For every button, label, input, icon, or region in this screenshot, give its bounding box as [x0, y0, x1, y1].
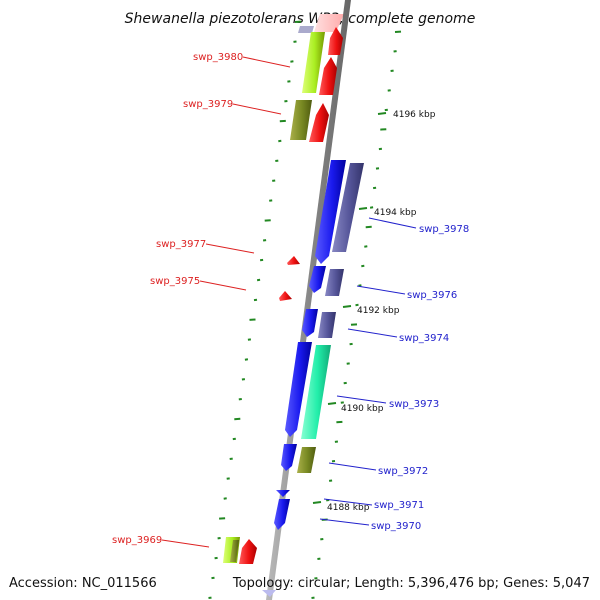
- tick-guides: [208, 20, 402, 599]
- cog-olive-gene: [290, 100, 312, 140]
- ruler: 4196 kbp 4194 kbp 4192 kbp 4190 kbp 4188…: [312, 110, 436, 513]
- ruler-tick: [342, 305, 352, 308]
- label-leader: [161, 539, 210, 548]
- cog-olive-gene: [230, 540, 239, 562]
- reverse-gene-arrow: [309, 266, 326, 293]
- gene-label-left[interactable]: swp_3969: [112, 535, 162, 546]
- label-leader: [368, 217, 417, 229]
- forward-gene-arrow: [239, 539, 257, 564]
- label-leader: [242, 56, 291, 68]
- label-leader: [323, 498, 373, 506]
- label-leader: [232, 103, 282, 115]
- bottom-fragment-lavender: [262, 590, 276, 597]
- gene-label-right[interactable]: swp_3974: [399, 333, 449, 344]
- label-leader: [199, 280, 247, 291]
- ruler-label: 4190 kbp: [341, 404, 384, 414]
- forward-gene-arrow: [319, 57, 337, 95]
- ruler-tick: [312, 501, 322, 504]
- cog-slate-gene: [318, 312, 336, 338]
- topology-text: Topology: circular; Length: 5,396,476 bp…: [232, 576, 590, 591]
- gene-label-right[interactable]: swp_3976: [407, 290, 457, 301]
- top-fragment-slate: [298, 26, 314, 33]
- reverse-gene-arrow: [281, 444, 297, 471]
- gene-label-right[interactable]: swp_3970: [371, 521, 421, 532]
- reverse-gene-arrow: [274, 499, 290, 530]
- gene-label-right[interactable]: swp_3978: [419, 224, 469, 235]
- cog-slate-gene: [332, 163, 364, 252]
- gene-label-right[interactable]: swp_3971: [374, 500, 424, 511]
- forward-gene-arrow: [328, 27, 343, 55]
- gene-label-left[interactable]: swp_3980: [193, 52, 243, 63]
- cog-lime-gene: [302, 32, 325, 93]
- ruler-tick: [327, 402, 337, 405]
- ruler-tick: [358, 207, 368, 210]
- top-fragment-pink: [314, 14, 344, 32]
- ruler-label: 4188 kbp: [327, 503, 370, 513]
- reverse-gene-arrow: [285, 342, 312, 437]
- map-title: Shewanella piezotolerans WP3, complete g…: [125, 11, 476, 27]
- forward-gene-arrow: [309, 103, 329, 142]
- gene-label-right[interactable]: swp_3973: [389, 399, 439, 410]
- gene-label-left[interactable]: swp_3977: [156, 239, 206, 250]
- forward-gene-arrow: [287, 256, 300, 265]
- label-leader: [205, 243, 255, 254]
- label-leader: [319, 518, 370, 526]
- ruler-label: 4194 kbp: [374, 208, 417, 218]
- gene-label-left[interactable]: swp_3979: [183, 99, 233, 110]
- label-leader: [328, 462, 377, 471]
- cog-slate-gene: [325, 269, 344, 296]
- gene-label-left[interactable]: swp_3975: [150, 276, 200, 287]
- right-gene-labels: swp_3978 swp_3976 swp_3974 swp_3973 swp_…: [319, 217, 469, 532]
- ruler-tick: [377, 112, 387, 115]
- reverse-gene-arrow: [302, 309, 318, 337]
- gene-label-right[interactable]: swp_3972: [378, 466, 428, 477]
- accession-text: Accession: NC_011566: [9, 576, 157, 591]
- left-gene-labels: swp_3980 swp_3979 swp_3977 swp_3975 swp_…: [112, 52, 291, 548]
- forward-gene-arrow: [279, 291, 292, 301]
- cog-teal-gene: [301, 345, 331, 439]
- label-leader: [347, 328, 398, 338]
- ruler-label: 4192 kbp: [357, 306, 400, 316]
- reverse-gene-arrow: [276, 490, 290, 497]
- gene-track: [223, 27, 364, 597]
- ruler-label: 4196 kbp: [393, 110, 436, 120]
- label-leader: [336, 395, 387, 404]
- cog-olive-gene: [297, 447, 316, 473]
- reverse-gene-arrow: [315, 160, 346, 264]
- label-leader: [356, 285, 406, 295]
